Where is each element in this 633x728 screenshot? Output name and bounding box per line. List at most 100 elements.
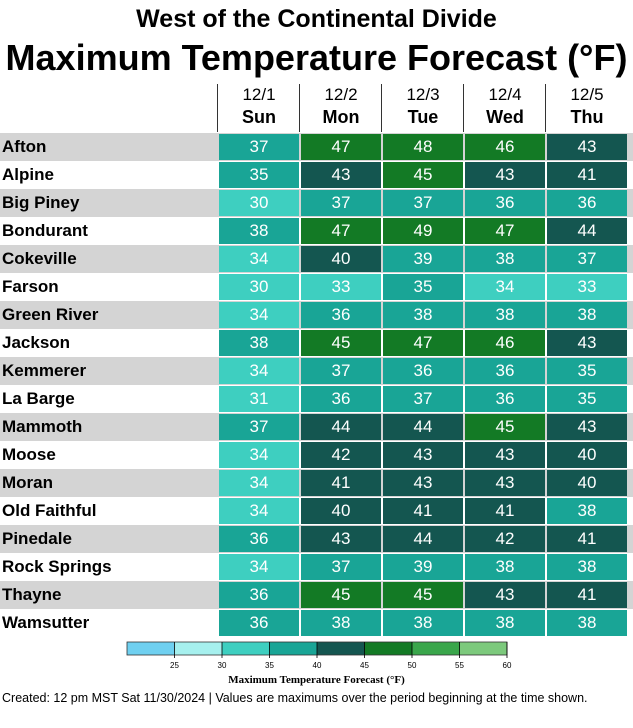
temperature-cell: 41 bbox=[383, 498, 463, 524]
temperature-cell: 45 bbox=[301, 582, 381, 608]
temperature-cell: 37 bbox=[383, 190, 463, 216]
temperature-cell: 34 bbox=[219, 246, 299, 272]
temperature-cell: 33 bbox=[547, 274, 627, 300]
column-divider bbox=[463, 84, 464, 132]
temperature-cell: 34 bbox=[219, 498, 299, 524]
table-row: Big Piney 30 37 37 36 36 bbox=[0, 189, 633, 217]
temperature-cell: 36 bbox=[301, 386, 381, 412]
location-label: Farson bbox=[2, 277, 59, 296]
table-row: Green River 34 36 38 38 38 bbox=[0, 301, 633, 329]
temperature-cell: 41 bbox=[547, 582, 627, 608]
temperature-cell: 34 bbox=[465, 274, 545, 300]
temperature-cell: 35 bbox=[547, 386, 627, 412]
temperature-cell: 36 bbox=[465, 358, 545, 384]
temperature-cell: 34 bbox=[219, 554, 299, 580]
temperature-cell: 39 bbox=[383, 246, 463, 272]
column-date: 12/4 bbox=[488, 85, 522, 104]
temperature-cell: 40 bbox=[547, 470, 627, 496]
temperature-cell: 36 bbox=[219, 610, 299, 636]
temperature-cell: 47 bbox=[383, 330, 463, 356]
column-divider bbox=[299, 84, 300, 132]
table-row: Farson 30 33 35 34 33 bbox=[0, 273, 633, 301]
column-day: Thu bbox=[570, 107, 604, 127]
legend-tick-label: 30 bbox=[218, 661, 227, 670]
table-row: Alpine 35 43 45 43 41 bbox=[0, 161, 633, 189]
temperature-cell: 30 bbox=[219, 274, 299, 300]
column-date: 12/5 bbox=[570, 85, 604, 104]
table-row: Old Faithful 34 40 41 41 38 bbox=[0, 497, 633, 525]
temperature-cell: 45 bbox=[383, 162, 463, 188]
location-label: La Barge bbox=[2, 389, 75, 408]
temperature-cell: 45 bbox=[301, 330, 381, 356]
temperature-cell: 38 bbox=[219, 218, 299, 244]
temperature-cell: 35 bbox=[547, 358, 627, 384]
temperature-cell: 44 bbox=[547, 218, 627, 244]
temperature-cell: 47 bbox=[301, 218, 381, 244]
temperature-cell: 38 bbox=[547, 554, 627, 580]
table-row: Thayne 36 45 45 43 41 bbox=[0, 581, 633, 609]
legend-bin bbox=[364, 642, 412, 655]
temperature-cell: 38 bbox=[465, 246, 545, 272]
location-label: Moose bbox=[2, 445, 56, 464]
temperature-cell: 38 bbox=[465, 302, 545, 328]
temperature-cell: 45 bbox=[383, 582, 463, 608]
location-label: Bondurant bbox=[2, 221, 88, 240]
temperature-cell: 42 bbox=[465, 526, 545, 552]
temperature-cell: 37 bbox=[383, 386, 463, 412]
temperature-cell: 43 bbox=[301, 526, 381, 552]
temperature-cell: 38 bbox=[383, 610, 463, 636]
table-row: Mammoth 37 44 44 45 43 bbox=[0, 413, 633, 441]
temperature-cell: 43 bbox=[465, 162, 545, 188]
temperature-cell: 47 bbox=[465, 218, 545, 244]
temperature-cell: 40 bbox=[547, 442, 627, 468]
table-row: Wamsutter 36 38 38 38 38 bbox=[0, 609, 633, 637]
temperature-cell: 35 bbox=[219, 162, 299, 188]
temperature-cell: 40 bbox=[301, 246, 381, 272]
temperature-cell: 36 bbox=[219, 526, 299, 552]
temperature-cell: 34 bbox=[219, 358, 299, 384]
location-label: Cokeville bbox=[2, 249, 77, 268]
temperature-cell: 33 bbox=[301, 274, 381, 300]
temperature-cell: 37 bbox=[301, 190, 381, 216]
temperature-cell: 36 bbox=[465, 386, 545, 412]
location-label: Moran bbox=[2, 473, 53, 492]
temperature-cell: 43 bbox=[547, 414, 627, 440]
temperature-cell: 35 bbox=[383, 274, 463, 300]
table-row: Moose 34 42 43 43 40 bbox=[0, 441, 633, 469]
column-day: Wed bbox=[486, 107, 524, 127]
legend-tick-label: 25 bbox=[170, 661, 179, 670]
location-label: Green River bbox=[2, 305, 99, 324]
temperature-cell: 37 bbox=[219, 134, 299, 160]
temperature-cell: 46 bbox=[465, 330, 545, 356]
temperature-cell: 44 bbox=[383, 526, 463, 552]
legend-tick-label: 40 bbox=[313, 661, 322, 670]
table-row: Pinedale 36 43 44 42 41 bbox=[0, 525, 633, 553]
temperature-cell: 43 bbox=[547, 330, 627, 356]
legend-bin bbox=[127, 642, 175, 655]
column-header: 12/5 Thu bbox=[547, 84, 627, 128]
legend-tick-label: 35 bbox=[265, 661, 274, 670]
temperature-cell: 46 bbox=[465, 134, 545, 160]
legend-tick-label: 50 bbox=[408, 661, 417, 670]
temperature-cell: 40 bbox=[301, 498, 381, 524]
legend-bin bbox=[222, 642, 270, 655]
location-label: Wamsutter bbox=[2, 613, 90, 632]
temperature-cell: 47 bbox=[301, 134, 381, 160]
column-header: 12/1 Sun bbox=[219, 84, 299, 128]
column-header: 12/2 Mon bbox=[301, 84, 381, 128]
temperature-cell: 45 bbox=[465, 414, 545, 440]
temperature-cell: 43 bbox=[465, 470, 545, 496]
temperature-cell: 38 bbox=[219, 330, 299, 356]
legend-bin bbox=[412, 642, 460, 655]
temperature-cell: 43 bbox=[465, 582, 545, 608]
table-row: Moran 34 41 43 43 40 bbox=[0, 469, 633, 497]
temperature-cell: 44 bbox=[301, 414, 381, 440]
column-header: 12/3 Tue bbox=[383, 84, 463, 128]
table-row: Rock Springs 34 37 39 38 38 bbox=[0, 553, 633, 581]
temperature-cell: 37 bbox=[547, 246, 627, 272]
temperature-cell: 44 bbox=[383, 414, 463, 440]
temperature-cell: 38 bbox=[547, 498, 627, 524]
chart-subtitle: Maximum Temperature Forecast (°F) bbox=[5, 37, 628, 78]
temperature-cell: 43 bbox=[301, 162, 381, 188]
temperature-cell: 49 bbox=[383, 218, 463, 244]
